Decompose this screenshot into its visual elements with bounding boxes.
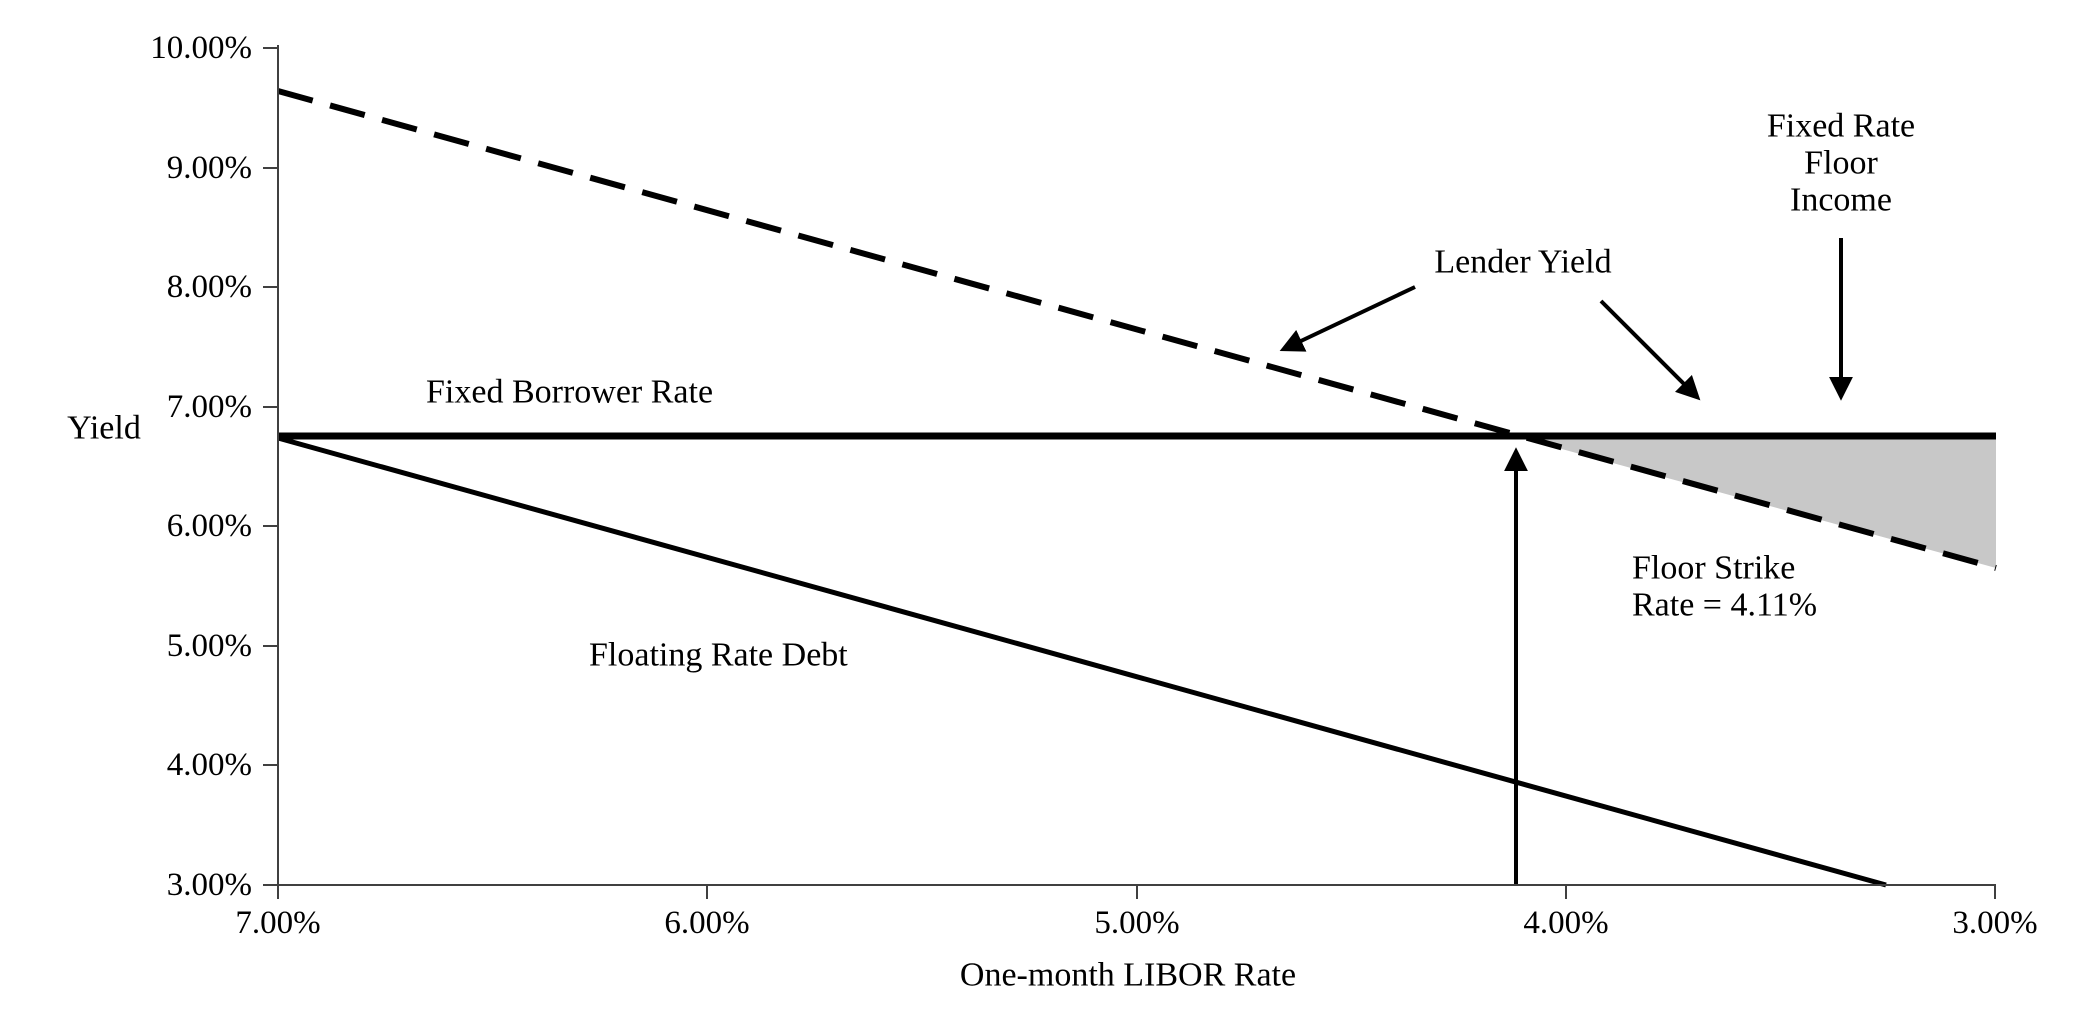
y-tick-label: 10.00% bbox=[150, 30, 252, 66]
y-tick-label: 5.00% bbox=[167, 628, 252, 664]
x-tick-label: 7.00% bbox=[235, 905, 320, 941]
floor-income-label: Fixed Rate Floor Income bbox=[1767, 108, 1915, 219]
floor-strike-label-line1: Floor Strike bbox=[1632, 550, 1795, 587]
y-axis-ticks bbox=[263, 47, 277, 886]
lender-yield-arrow-right bbox=[1599, 299, 1701, 401]
y-tick-label: 8.00% bbox=[167, 269, 252, 305]
lender-yield-line bbox=[277, 88, 1997, 571]
y-tick-label: 6.00% bbox=[167, 508, 252, 544]
y-tick-label: 3.00% bbox=[167, 867, 252, 903]
x-tick-label: 4.00% bbox=[1523, 905, 1608, 941]
y-axis-title: Yield bbox=[67, 410, 141, 447]
y-tick-label: 9.00% bbox=[167, 150, 252, 186]
lender-yield-label: Lender Yield bbox=[1434, 244, 1611, 281]
floor-income-label-line1: Fixed Rate bbox=[1767, 108, 1915, 145]
floor-income-label-line2: Floor bbox=[1804, 145, 1878, 182]
y-tick-label: 4.00% bbox=[167, 747, 252, 783]
x-tick-label: 6.00% bbox=[664, 905, 749, 941]
x-axis-tick-labels: 7.00% 6.00% 5.00% 4.00% 3.00% bbox=[235, 905, 2037, 941]
lender-yield-arrow-left bbox=[1279, 285, 1416, 352]
floor-income-label-line3: Income bbox=[1790, 182, 1892, 219]
x-axis-ticks bbox=[277, 886, 1996, 899]
fixed-borrower-rate-label: Fixed Borrower Rate bbox=[426, 374, 713, 411]
y-tick-label: 7.00% bbox=[167, 389, 252, 425]
x-tick-label: 3.00% bbox=[1952, 905, 2037, 941]
floating-rate-debt-label: Floating Rate Debt bbox=[589, 637, 848, 674]
floating-rate-debt-line bbox=[277, 435, 1887, 888]
floor-strike-label: Floor Strike Rate = 4.11% bbox=[1632, 550, 1817, 624]
floor-strike-label-line2: Rate = 4.11% bbox=[1632, 587, 1817, 624]
x-axis-title: One-month LIBOR Rate bbox=[960, 957, 1296, 994]
x-tick-label: 5.00% bbox=[1094, 905, 1179, 941]
y-axis-tick-labels: 10.00% 9.00% 8.00% 7.00% 6.00% 5.00% 4.0… bbox=[150, 30, 252, 903]
